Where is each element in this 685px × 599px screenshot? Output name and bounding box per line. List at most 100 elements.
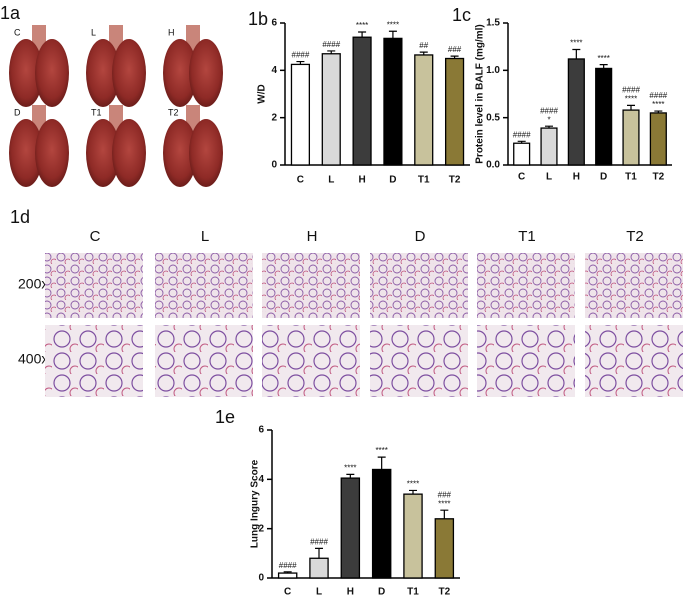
x-tick-label: D bbox=[389, 175, 396, 186]
y-tick-label: 6 bbox=[258, 425, 264, 436]
significance-label: * bbox=[547, 115, 550, 124]
significance-label: #### bbox=[513, 130, 531, 139]
y-axis-label: Protein level in BALF (mg/ml) bbox=[475, 24, 486, 163]
x-tick-label: T1 bbox=[625, 172, 637, 183]
error-bar bbox=[440, 509, 449, 519]
lung-photo bbox=[112, 119, 146, 187]
lung-photo bbox=[163, 119, 197, 187]
column-label: T1 bbox=[518, 228, 536, 245]
image-label: L bbox=[91, 27, 96, 37]
lung-photo bbox=[9, 119, 43, 187]
significance-label: #### bbox=[649, 91, 667, 100]
significance-label: **** bbox=[438, 499, 450, 508]
histology-image bbox=[155, 253, 253, 318]
lung-photo bbox=[86, 39, 120, 107]
row-label: 400x bbox=[18, 351, 48, 367]
x-tick-label: L bbox=[328, 175, 334, 186]
bar bbox=[290, 63, 311, 166]
histology-image bbox=[370, 325, 468, 397]
significance-label: **** bbox=[387, 20, 399, 29]
y-tick-label: 0.5 bbox=[486, 112, 500, 123]
error-bar bbox=[450, 55, 459, 59]
histology-image bbox=[477, 325, 575, 397]
error-bar bbox=[409, 489, 417, 495]
error-bar bbox=[517, 140, 526, 144]
column-label: D bbox=[415, 228, 426, 245]
bar bbox=[649, 112, 667, 166]
bar bbox=[595, 67, 613, 166]
histology-image bbox=[45, 325, 143, 397]
bar bbox=[434, 518, 455, 579]
panel-label: 1a bbox=[0, 3, 21, 23]
bar bbox=[383, 37, 403, 166]
bar bbox=[309, 557, 329, 579]
y-tick-label: 2 bbox=[271, 112, 277, 123]
error-bar bbox=[388, 30, 397, 39]
error-bar bbox=[572, 48, 581, 59]
bar bbox=[567, 58, 585, 166]
histology-image bbox=[262, 325, 360, 397]
x-tick-label: T1 bbox=[418, 175, 430, 186]
x-tick-label: T2 bbox=[438, 587, 450, 598]
panel-label: 1d bbox=[10, 207, 30, 227]
bar bbox=[403, 493, 423, 579]
significance-label: #### bbox=[292, 51, 310, 60]
y-tick-label: 1.0 bbox=[486, 65, 500, 76]
error-bar bbox=[599, 64, 608, 69]
error-bar bbox=[296, 60, 305, 65]
significance-label: **** bbox=[407, 480, 419, 489]
error-bar bbox=[627, 104, 635, 111]
significance-label: **** bbox=[356, 21, 368, 30]
error-bar bbox=[315, 547, 323, 559]
error-bar bbox=[358, 31, 367, 38]
y-tick-label: 0 bbox=[258, 573, 264, 584]
lung-photo bbox=[189, 39, 223, 107]
image-label: D bbox=[14, 107, 21, 117]
lung-photo bbox=[86, 119, 120, 187]
bar bbox=[513, 142, 531, 166]
bar bbox=[622, 109, 640, 166]
error-bar bbox=[327, 50, 336, 54]
bar bbox=[444, 57, 465, 166]
x-tick-label: D bbox=[378, 587, 385, 598]
lung-photo bbox=[35, 119, 69, 187]
significance-label: #### bbox=[322, 40, 340, 49]
x-tick-label: H bbox=[573, 172, 580, 183]
y-axis-label: Lung Ingury Score bbox=[250, 459, 261, 548]
image-label: T2 bbox=[168, 107, 179, 117]
y-tick-label: 1.5 bbox=[486, 18, 500, 29]
x-tick-label: T2 bbox=[449, 175, 461, 186]
column-label: H bbox=[307, 228, 318, 245]
row-label: 200x bbox=[18, 276, 48, 292]
significance-label: #### bbox=[622, 85, 640, 94]
y-tick-label: 0 bbox=[271, 160, 277, 171]
image-label: H bbox=[168, 27, 175, 37]
lung-photo bbox=[189, 119, 223, 187]
histology-image bbox=[585, 253, 683, 318]
significance-label: **** bbox=[375, 446, 387, 455]
histology-image bbox=[370, 253, 468, 318]
histology-image bbox=[45, 253, 143, 318]
bar bbox=[352, 36, 372, 166]
panel-label: 1e bbox=[215, 407, 235, 427]
significance-label: **** bbox=[344, 464, 356, 473]
y-tick-label: 4 bbox=[258, 474, 264, 485]
column-label: T2 bbox=[626, 228, 644, 245]
significance-label: #### bbox=[310, 538, 328, 547]
bar bbox=[321, 53, 341, 166]
significance-label: #### bbox=[279, 561, 297, 570]
y-tick-label: 2 bbox=[258, 523, 264, 534]
lung-photo bbox=[9, 39, 43, 107]
histology-image bbox=[262, 253, 360, 318]
significance-label: #### bbox=[540, 106, 558, 115]
image-label: T1 bbox=[91, 107, 102, 117]
error-bar bbox=[377, 456, 386, 470]
histology-image bbox=[155, 325, 253, 397]
lung-photo bbox=[35, 39, 69, 107]
x-tick-label: D bbox=[600, 172, 607, 183]
bar bbox=[277, 572, 298, 579]
significance-label: ### bbox=[438, 490, 452, 499]
column-label: L bbox=[201, 228, 209, 245]
x-tick-label: L bbox=[546, 172, 552, 183]
